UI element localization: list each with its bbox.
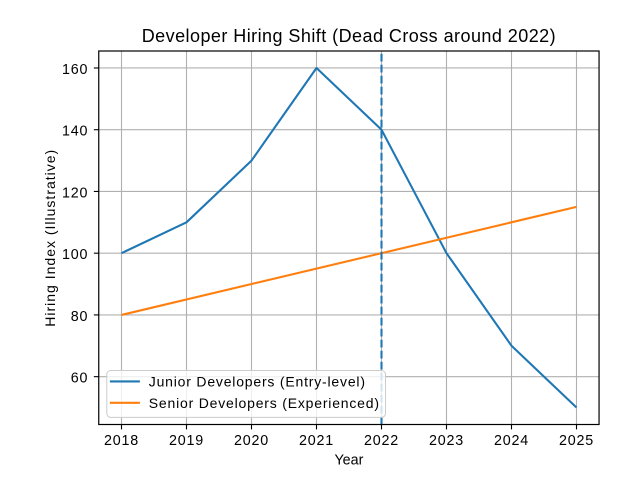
svg-text:2024: 2024 (494, 433, 529, 449)
svg-text:2025: 2025 (559, 433, 594, 449)
svg-text:140: 140 (62, 124, 88, 140)
svg-text:2021: 2021 (299, 433, 334, 449)
svg-text:Developer Hiring Shift (Dead C: Developer Hiring Shift (Dead Cross aroun… (142, 26, 556, 46)
svg-text:160: 160 (62, 62, 88, 78)
svg-text:Junior Developers (Entry-level: Junior Developers (Entry-level) (149, 373, 366, 389)
svg-text:Hiring Index (Illustrative): Hiring Index (Illustrative) (42, 149, 58, 327)
svg-text:2019: 2019 (169, 433, 204, 449)
svg-text:Senior Developers (Experienced: Senior Developers (Experienced) (149, 395, 380, 411)
svg-text:2022: 2022 (364, 433, 399, 449)
svg-text:100: 100 (62, 247, 88, 263)
svg-text:60: 60 (71, 371, 89, 387)
svg-text:2023: 2023 (429, 433, 464, 449)
svg-text:80: 80 (71, 309, 89, 325)
svg-text:Year: Year (334, 452, 363, 468)
svg-text:2020: 2020 (234, 433, 269, 449)
svg-text:120: 120 (62, 185, 88, 201)
svg-text:2018: 2018 (104, 433, 139, 449)
